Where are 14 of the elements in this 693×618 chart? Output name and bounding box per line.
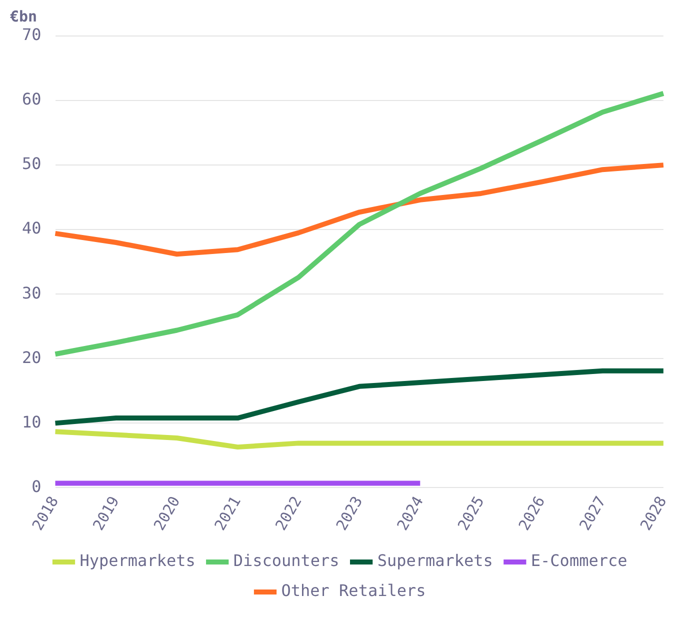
legend-label: Other Retailers	[281, 581, 426, 600]
legend-label: E-Commerce	[530, 551, 628, 570]
y-tick-label: 20	[22, 348, 42, 367]
y-tick-label: 60	[22, 90, 42, 109]
y-tick-label: 10	[22, 412, 42, 432]
legend-label: Hypermarkets	[80, 551, 196, 570]
y-tick-label: 70	[22, 25, 42, 44]
legend-label: Supermarkets	[377, 551, 493, 570]
y-tick-label: 40	[22, 218, 42, 238]
y-tick-label: 50	[22, 154, 42, 174]
y-tick-label: 0	[32, 476, 42, 496]
y-axis-title: €bn	[10, 7, 38, 26]
legend-label: Discounters	[233, 551, 340, 570]
y-tick-label: 30	[22, 283, 42, 302]
